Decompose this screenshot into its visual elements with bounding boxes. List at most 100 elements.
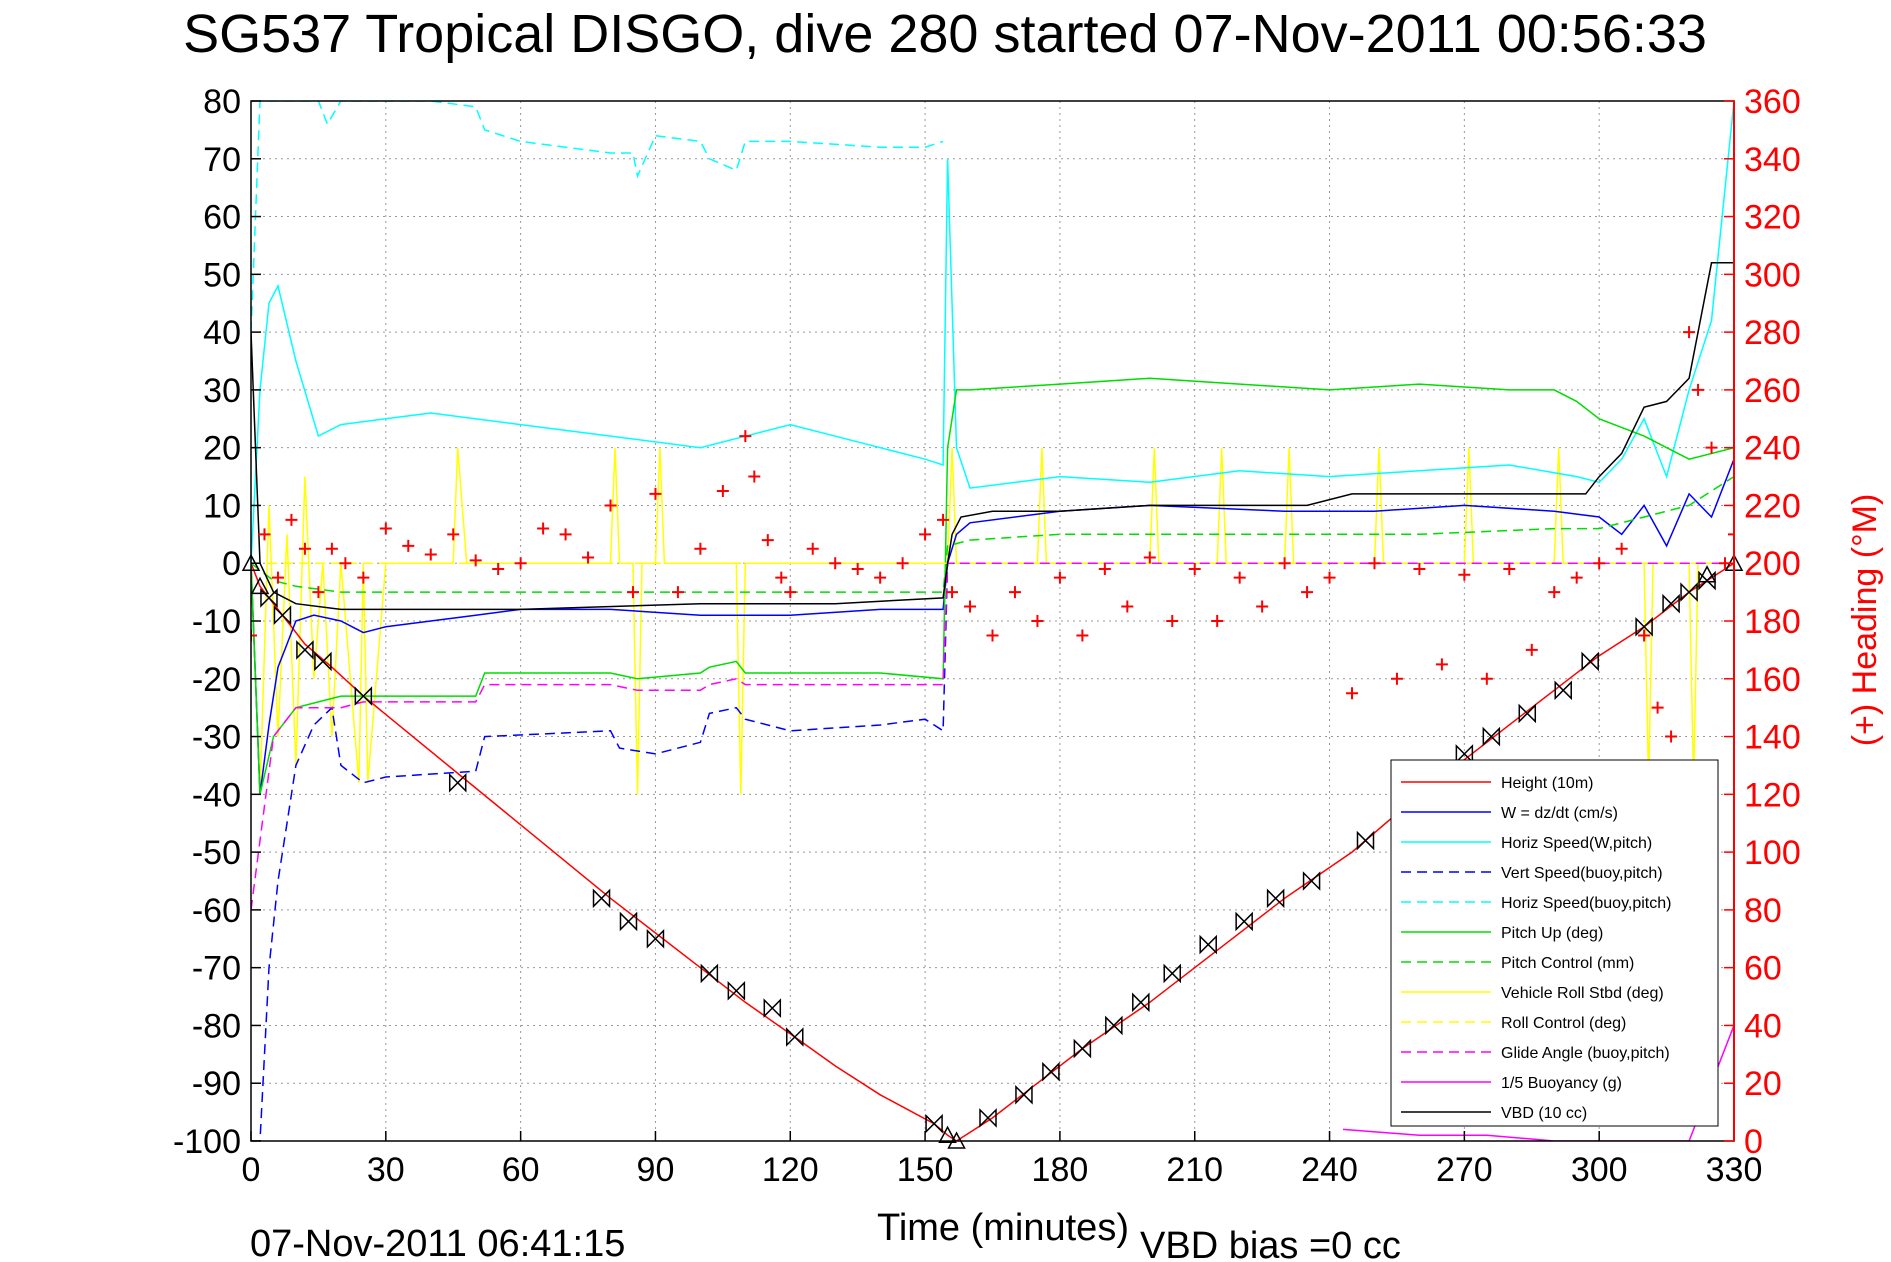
bowtie-marker [925, 1113, 943, 1134]
heading-point [1638, 629, 1651, 642]
y2-tick-label: 40 [1744, 1007, 1782, 1045]
x-tick-label: 120 [762, 1151, 819, 1189]
bowtie-marker [727, 980, 746, 1001]
y-tick-label: -10 [192, 603, 241, 641]
heading-point [271, 571, 284, 584]
bowtie-marker [1581, 651, 1599, 672]
y-tick-label: 60 [203, 199, 241, 237]
y2-tick-label: 180 [1744, 603, 1801, 641]
heading-point [784, 586, 797, 599]
y2-tick-label: 20 [1744, 1065, 1782, 1103]
series-w [251, 458, 1734, 795]
heading-point [1301, 586, 1314, 599]
heading-point [1651, 701, 1664, 714]
heading-point [1390, 672, 1403, 685]
y-tick-label: 10 [203, 487, 241, 525]
heading-point [829, 557, 842, 570]
heading-point [514, 557, 527, 570]
heading-point [1211, 615, 1224, 627]
bowtie-marker [786, 1027, 804, 1047]
vbd-bias-label: VBD bias =0 cc [1140, 1225, 1401, 1262]
heading-point [1143, 551, 1156, 564]
heading-point [1188, 563, 1201, 575]
heading-point [946, 586, 959, 599]
bowtie-marker [1554, 680, 1572, 701]
bowtie-marker [700, 963, 719, 984]
series-vert_speed_buoy [251, 562, 957, 1141]
markers-layer [241, 553, 1744, 1149]
bowtie-marker [1199, 934, 1217, 955]
series-vbd [251, 262, 1734, 611]
legend-label: Vehicle Roll Stbd (deg) [1501, 985, 1664, 1002]
x-tick-label: 240 [1301, 1151, 1358, 1189]
bowtie-marker [1302, 871, 1321, 891]
heading-point [748, 470, 761, 483]
heading-point [964, 600, 977, 613]
heading-point [761, 534, 774, 547]
heading-point [1098, 563, 1111, 575]
heading-point [357, 571, 370, 584]
y-tick-label: -30 [192, 719, 241, 757]
heading-point [1413, 563, 1426, 575]
bowtie-marker [1105, 1015, 1123, 1036]
series-pitch_control [251, 475, 1734, 593]
series-buoyancy [1342, 1025, 1734, 1141]
date-stamp: 07-Nov-2011 06:41:15 [250, 1223, 625, 1262]
chart-title: SG537 Tropical DISGO, dive 280 started 0… [183, 4, 1707, 64]
bowtie-marker [448, 772, 467, 793]
legend-label: Pitch Control (mm) [1501, 955, 1634, 972]
heading-point [1166, 615, 1179, 627]
heading-point [1368, 557, 1381, 570]
heading-point [379, 522, 392, 535]
heading-point [1593, 557, 1606, 570]
x-tick-label: 210 [1166, 1151, 1223, 1189]
bowtie-marker [979, 1108, 997, 1128]
y2-tick-label: 280 [1744, 314, 1801, 352]
y-tick-label: -70 [192, 950, 241, 988]
bowtie-marker [1482, 726, 1501, 747]
heading-point [1323, 571, 1336, 584]
heading-point [1008, 586, 1021, 599]
bowtie-marker [646, 928, 665, 949]
heading-point [1683, 326, 1696, 339]
heading-point [1278, 557, 1291, 570]
heading-point [1615, 542, 1628, 555]
legend-label: VBD (10 cc) [1501, 1105, 1587, 1122]
heading-markers [251, 326, 1734, 801]
heading-point [1233, 571, 1246, 584]
heading-point [251, 629, 257, 642]
heading-point [1053, 571, 1066, 584]
y-axis-right: 3603403203002802602402202001801601401201… [1724, 83, 1801, 1161]
x-tick-label: 270 [1436, 1151, 1493, 1189]
heading-point [285, 513, 298, 526]
heading-point [1256, 600, 1269, 613]
triangle-marker [938, 1125, 957, 1143]
y-tick-label: 40 [203, 314, 241, 352]
heading-point [298, 542, 311, 555]
legend-label: Horiz Speed(W,pitch) [1501, 835, 1652, 852]
series-horiz_speed_buoy [251, 101, 944, 333]
heading-point [649, 487, 662, 500]
heading-point [339, 557, 352, 570]
heading-point [559, 528, 572, 541]
bowtie-marker [314, 651, 332, 672]
legend-label: Glide Angle (buoy,pitch) [1501, 1045, 1670, 1062]
bowtie-marker [1132, 992, 1150, 1013]
y2-tick-label: 360 [1744, 83, 1801, 121]
y2-tick-label: 200 [1744, 545, 1801, 583]
y2-tick-label: 100 [1744, 834, 1801, 872]
legend-label: Pitch Up (deg) [1501, 925, 1603, 942]
legend-label: Horiz Speed(buoy,pitch) [1501, 895, 1671, 912]
heading-point [1525, 643, 1538, 656]
y-tick-label: -100 [173, 1123, 241, 1161]
heading-point [1458, 568, 1471, 581]
heading-point [1435, 658, 1448, 671]
y-tick-label: 50 [203, 256, 241, 294]
series-horiz_speed_w [251, 101, 1734, 564]
heading-point [1665, 730, 1678, 743]
series-glide_angle [251, 562, 1734, 910]
x-tick-label: 0 [242, 1151, 261, 1189]
bowtie-marker [592, 888, 611, 909]
right-axis-label: (+) Heading (°M) [1846, 494, 1884, 747]
